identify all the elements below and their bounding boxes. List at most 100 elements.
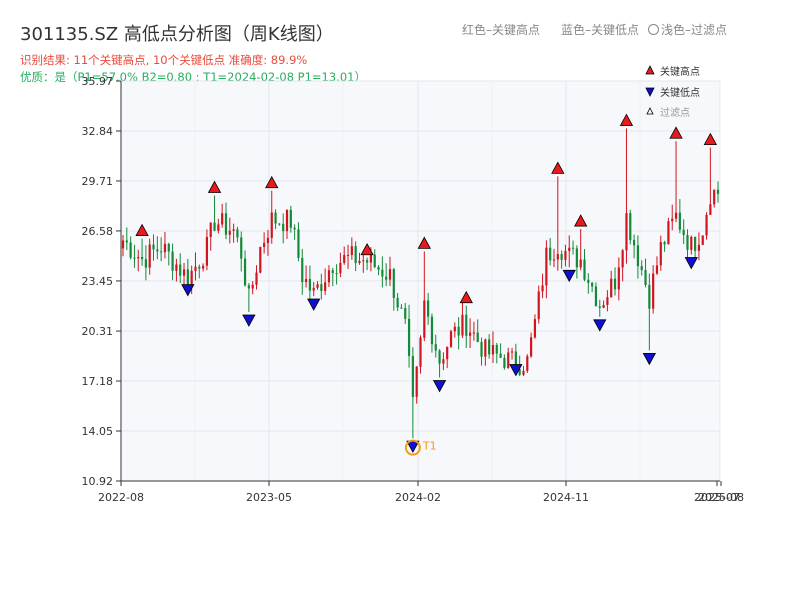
candle-body [236,229,239,238]
candle-body [518,369,521,375]
candle-body [160,251,163,253]
candle-body [304,279,308,283]
markers: T1 [135,113,718,456]
candle-body [415,366,418,397]
key-high-marker [703,132,718,146]
candle-body [201,265,205,269]
candle-body [224,213,228,235]
candle-body [522,370,525,375]
legend-high-label: 关键高点 [660,65,700,78]
candle-body [247,285,250,289]
candle-body [434,344,437,351]
key-high-marker [574,214,588,227]
candle-body [320,284,323,292]
y-tick-label: 10.92 [82,475,114,488]
candle-body [308,279,311,291]
legend-low-icon [645,87,655,97]
candle-body [392,269,395,298]
candle-body [343,255,346,263]
y-tick-label: 23.45 [82,275,114,288]
key-low-marker [562,269,576,283]
key-high-marker [360,242,374,256]
x-tick-label: 2024-11 [543,491,589,504]
candle-body [709,204,712,215]
t1-highlight-circle [404,439,421,456]
candle-body [419,337,422,367]
candle-body [476,332,479,342]
candle-body [369,254,373,263]
candle-body [644,270,647,285]
candle-body [182,269,186,276]
candle-body [610,278,613,298]
key-low-marker [642,352,657,366]
candle-body [194,266,197,271]
candle-body [346,254,350,256]
key-low-marker [307,298,321,311]
candle-body [221,213,224,225]
key-high-marker [135,223,149,237]
legend-filtered-icon [646,107,654,115]
candle-body [686,235,689,250]
candle-body [144,259,147,268]
candle-body [266,237,270,243]
candle-body [468,332,472,336]
key-high-marker [459,290,473,304]
candle-body [285,209,289,232]
candle-body [453,326,456,332]
candle-body [652,273,655,309]
candle-body [404,308,407,319]
candle-body [667,221,670,245]
candle-body [167,243,170,252]
candle-body [289,209,292,228]
t1-label: T1 [422,440,437,453]
legend-filtered-label: 过滤点 [660,106,690,119]
y-tick-label: 20.31 [82,325,114,338]
y-tick-label: 35.97 [82,75,114,88]
legend-top-blue: 蓝色–关键低点 [561,23,640,37]
candle-body [537,291,540,320]
candle-body [312,287,315,291]
candle-body [430,316,434,345]
candle-body [503,357,506,368]
chart-legend: 关键高点 关键低点 过滤点 [645,65,700,119]
candle-body [228,230,231,235]
x-tick-label: 2023-05 [246,491,292,504]
key-high-marker [417,236,431,249]
candle-body [335,273,338,275]
candle-body [388,269,392,280]
candle-body [636,245,640,267]
candle-body [156,249,159,252]
candle-body [587,279,590,283]
candle-body [632,240,636,246]
candle-body [594,286,598,307]
filtered-circle-icon [648,24,659,35]
key-low-marker [509,364,523,377]
candle-body [606,297,609,305]
y-tick-label: 32.84 [82,125,114,138]
legend-low-label: 关键低点 [660,86,700,99]
candle-body [617,267,620,290]
candle-body [663,242,666,245]
candle-body [579,259,582,268]
candle-body [530,337,533,357]
candle-body [362,260,365,262]
candle-body [564,250,567,260]
candle-body [541,285,544,292]
y-tick-label: 26.58 [82,225,114,238]
candle-body [263,242,266,247]
candle-body [175,264,178,271]
candle-body [697,244,701,251]
candle-body [472,332,475,334]
candle-body [140,256,144,260]
key-low-marker [242,314,256,327]
candle-body [461,314,464,336]
candle-body [449,331,453,347]
key-high-marker [265,175,279,189]
candle-body [381,269,384,277]
candle-body [396,297,399,308]
candle-body [209,222,212,237]
result-summary: 识别结果: 11个关键高点, 10个关键低点 准确度: 89.9% [20,53,308,67]
candle-body [198,266,201,269]
candle-body [671,218,674,222]
